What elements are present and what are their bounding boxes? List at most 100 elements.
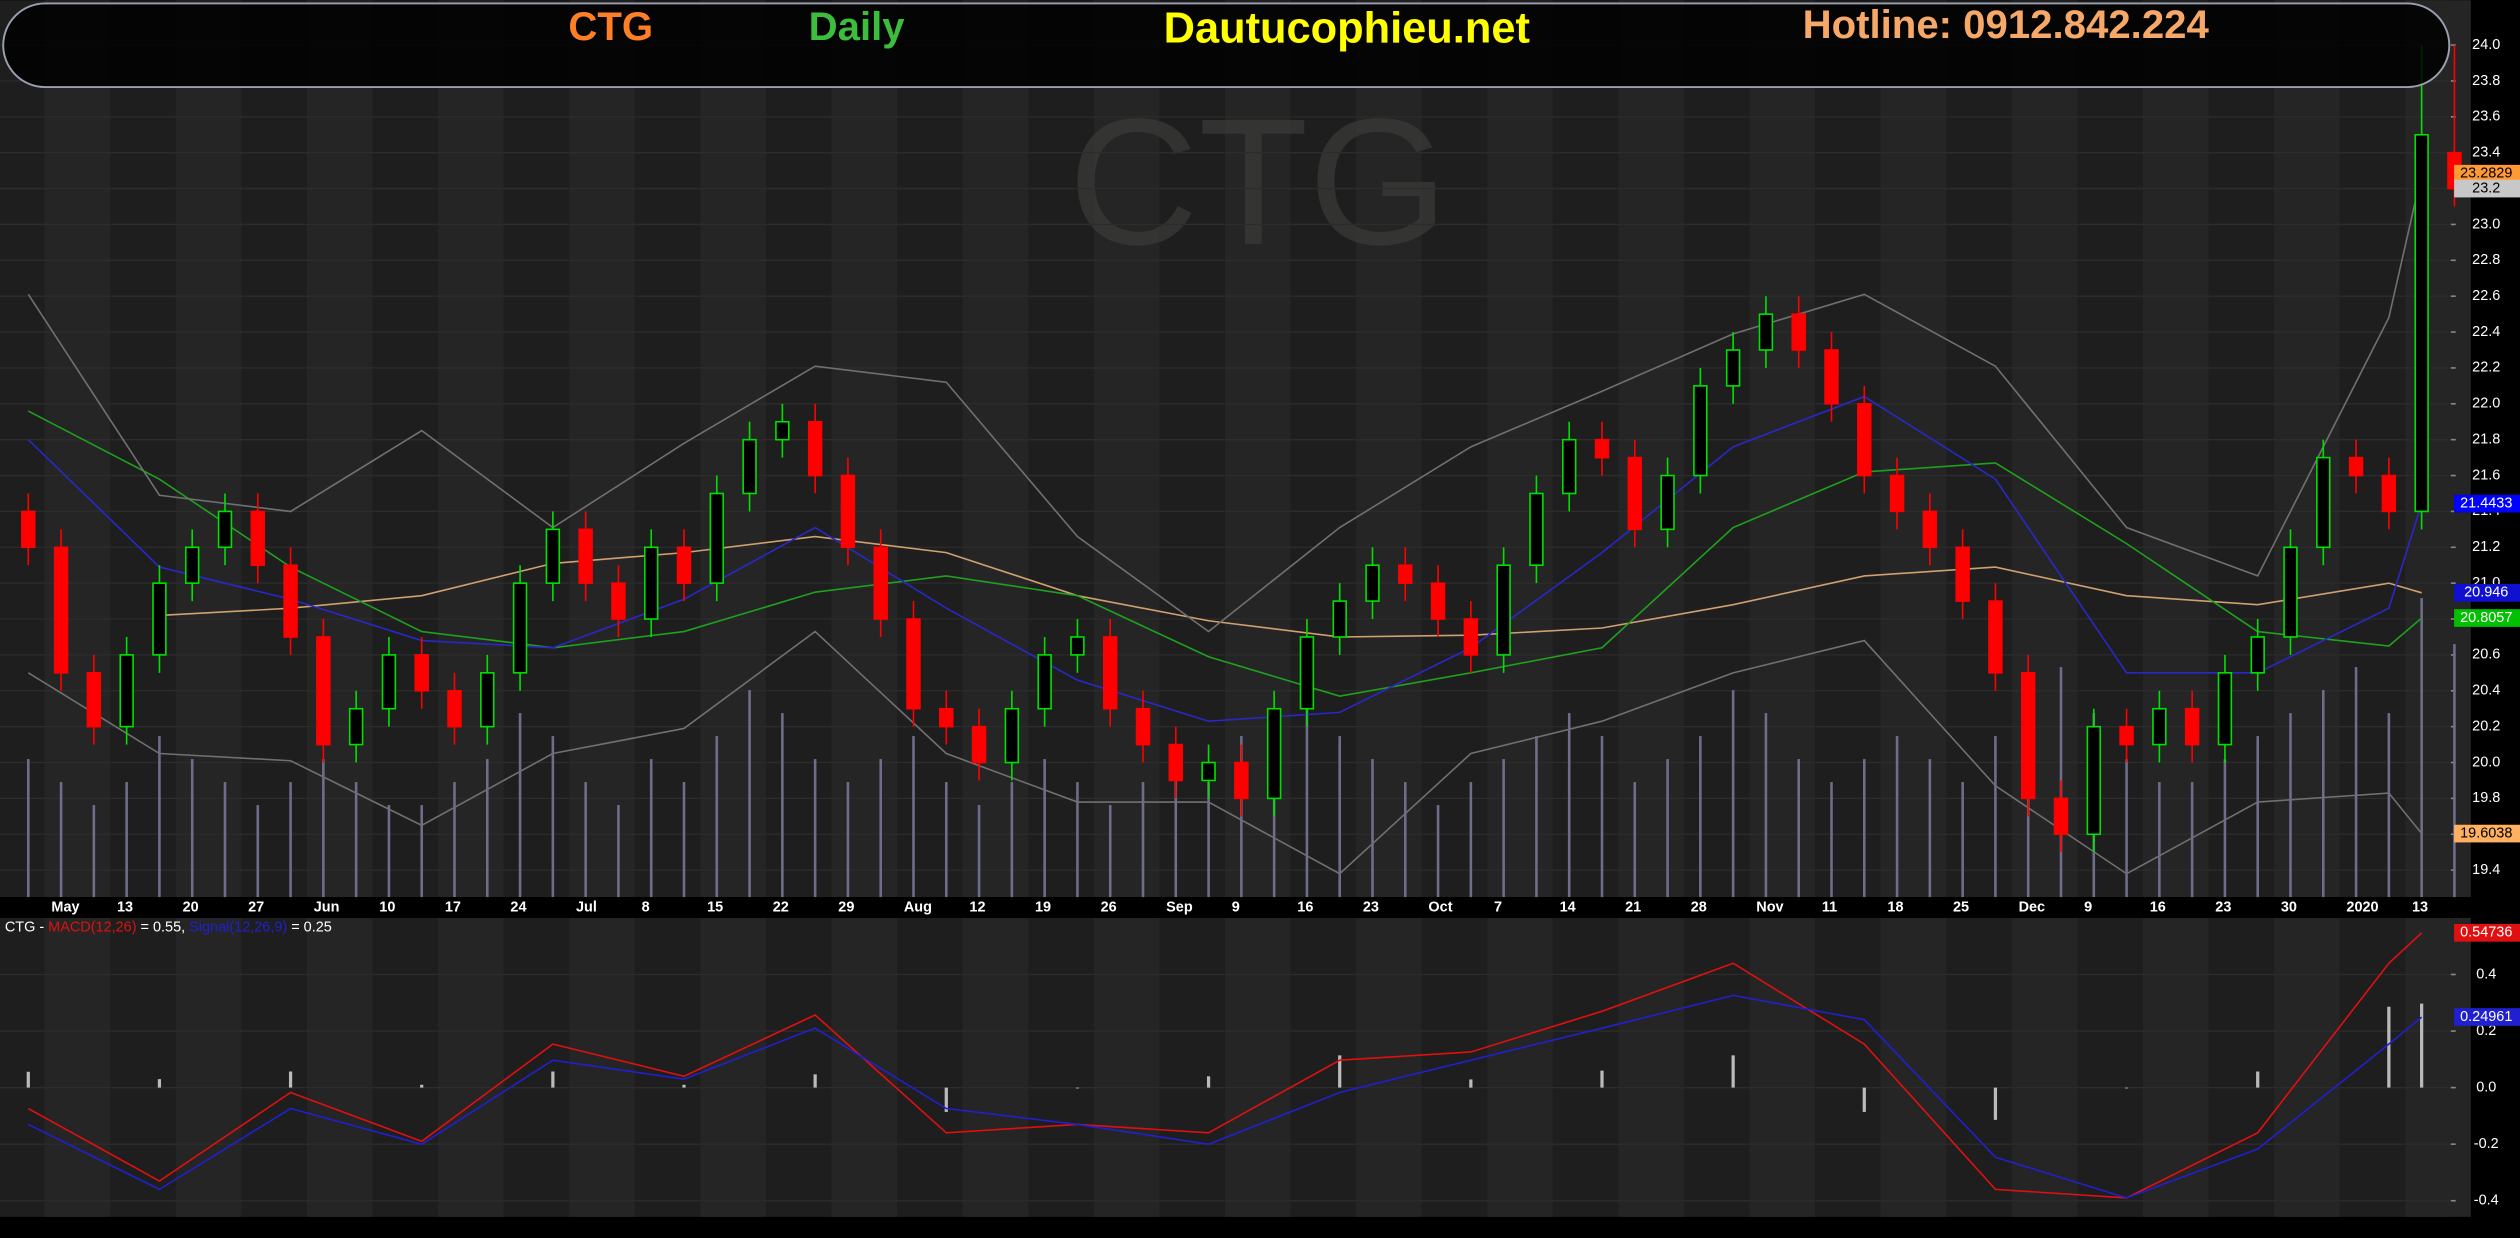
volume-bar [1207,782,1210,898]
volume-bar [2354,667,2358,898]
candle-body [1299,636,1315,710]
value-box-label: 20.8057 [2460,610,2512,626]
week-stripe [1749,0,1816,898]
volume-bar [1961,782,1964,898]
volume-bar [1305,690,1309,898]
volume-bar [1567,713,1571,898]
volume-bar [256,805,260,898]
volume-bar [2453,644,2456,898]
volume-bar [977,805,981,898]
candle-body [1693,385,1708,477]
panel-background [44,0,2471,1217]
candle-body [1791,313,1806,351]
value-box [2454,609,2520,627]
week-stripe [175,0,242,898]
x-tick-label: 22 [773,899,789,915]
week-stripe [2274,917,2340,1217]
y-tick-label: 23.8 [2472,73,2500,89]
volume-bar [1141,782,1145,898]
candle-body [21,510,36,549]
candle-body [939,707,954,728]
value-box [2454,179,2520,198]
histogram-bar [2420,1003,2424,1088]
header-period: Daily [809,4,906,49]
x-tick-label: 16 [2150,899,2166,915]
x-tick-label: 21 [1625,899,1641,915]
volume-bar [912,736,915,898]
histogram-bar [1338,1055,1342,1088]
x-tick-label: 30 [2281,899,2297,915]
histogram-bar [813,1074,817,1088]
volume-bar [1994,736,1997,898]
candle-body [742,438,757,495]
candle-body [1824,349,1839,405]
candle-body [611,582,626,620]
candle-body [1725,349,1741,387]
value-box-label: 20.946 [2464,585,2508,601]
volume-bar [354,782,358,898]
y-tick-label: 24.0 [2472,37,2500,53]
x-tick-label: 8 [642,899,650,915]
value-box-label: 23.2829 [2460,166,2512,182]
volume-bar [453,782,456,898]
candle-body [1955,546,1970,602]
candle-body [86,672,102,728]
volume-bar [1699,736,1702,898]
week-stripe [2011,917,2078,1217]
histogram-bar [551,1071,555,1088]
volume-bar [781,713,784,898]
y-tick-label: 0.4 [2476,966,2496,982]
y-tick-label: 23.6 [2472,109,2500,125]
candle-body [2348,456,2364,477]
candle-body [1496,564,1511,656]
week-stripe [700,917,766,1217]
x-tick-label: 19 [1035,899,1051,915]
volume-bar [1240,736,1243,898]
candle-body [1201,761,1216,782]
candle-body [2184,707,2200,746]
y-tick-label: 21.2 [2472,539,2500,555]
volume-bar [1043,759,1046,898]
candle-body [414,654,429,692]
week-stripe [1224,917,1291,1217]
volume-bar [26,759,30,898]
x-tick-label: 13 [117,899,133,915]
volume-bar [617,805,620,898]
week-stripe [2142,917,2209,1217]
volume-bar [1108,805,1112,898]
week-stripe [2274,0,2340,898]
volume-bar [1174,759,1178,898]
candle-body [283,564,298,638]
volume-bar [1338,736,1341,898]
week-stripe [962,917,1029,1217]
value-box-label: 0.24961 [2460,1009,2512,1025]
histogram-bar [288,1071,293,1088]
histogram-bar [682,1084,686,1088]
candle-body [119,654,134,728]
y-tick-label: -0.4 [2474,1193,2499,1209]
candle-body [2020,672,2036,800]
volume-bar [1600,736,1604,898]
x-tick-label: 9 [1232,899,1240,915]
volume-bar [682,782,686,898]
y-tick-label: 19.4 [2472,862,2500,878]
candle-body [1004,707,1020,764]
volume-bar [1731,690,1735,898]
week-stripe [438,0,504,898]
histogram-bar [944,1087,948,1112]
volume-bar [1371,759,1374,898]
candle-body [184,546,200,584]
x-tick-label: 27 [248,899,264,915]
volume-bar [879,759,882,898]
y-tick-label: 20.6 [2472,647,2500,663]
x-tick-label: 18 [1887,899,1903,915]
volume-bar [1535,736,1538,898]
x-tick-label: 16 [1297,899,1313,915]
candle-body [1430,582,1446,620]
volume-bar [387,805,391,898]
x-tick-label: Oct [1428,899,1452,915]
indicator-line [27,630,2423,875]
y-tick-label: 19.8 [2472,790,2500,806]
candle-body [1234,761,1249,800]
x-tick-label: 29 [838,899,854,915]
